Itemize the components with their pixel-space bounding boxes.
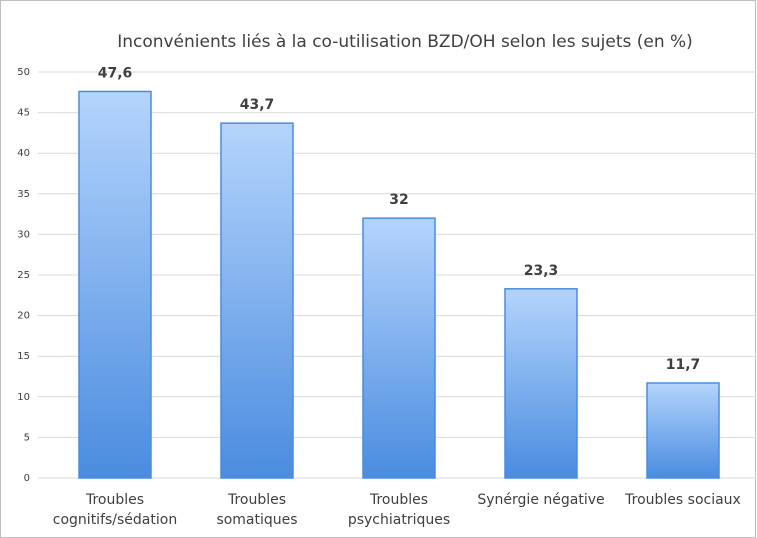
- chart-title: Inconvénients liés à la co-utilisation B…: [117, 32, 693, 52]
- value-label: 23,3: [524, 263, 559, 279]
- y-tick-label: 10: [17, 392, 30, 403]
- bar: [362, 217, 436, 479]
- bar: [504, 288, 578, 479]
- y-tick-label: 30: [17, 229, 30, 240]
- y-tick-label: 35: [17, 189, 30, 200]
- y-tick-label: 20: [17, 311, 30, 322]
- bar: [78, 90, 152, 479]
- value-label: 32: [389, 192, 408, 208]
- y-tick-label: 25: [17, 270, 30, 281]
- x-tick-label: Troubles cognitifs/sédation: [52, 492, 178, 528]
- x-tick-label: Troubles somatiques: [216, 492, 298, 528]
- y-tick-label: 40: [17, 148, 30, 159]
- x-tick-label: Troubles psychiatriques: [347, 492, 451, 528]
- bar: [646, 382, 720, 479]
- x-tick-label: Synérgie négative: [477, 492, 605, 508]
- bar: [220, 122, 294, 479]
- value-label: 43,7: [240, 97, 275, 113]
- x-tick-label: Troubles sociaux: [625, 492, 741, 508]
- y-tick-label: 0: [24, 473, 30, 484]
- value-label: 11,7: [666, 357, 701, 373]
- y-tick-label: 15: [17, 351, 30, 362]
- y-tick-label: 50: [17, 67, 30, 78]
- y-tick-label: 45: [17, 108, 30, 119]
- value-label: 47,6: [98, 65, 133, 81]
- y-tick-label: 5: [24, 432, 30, 443]
